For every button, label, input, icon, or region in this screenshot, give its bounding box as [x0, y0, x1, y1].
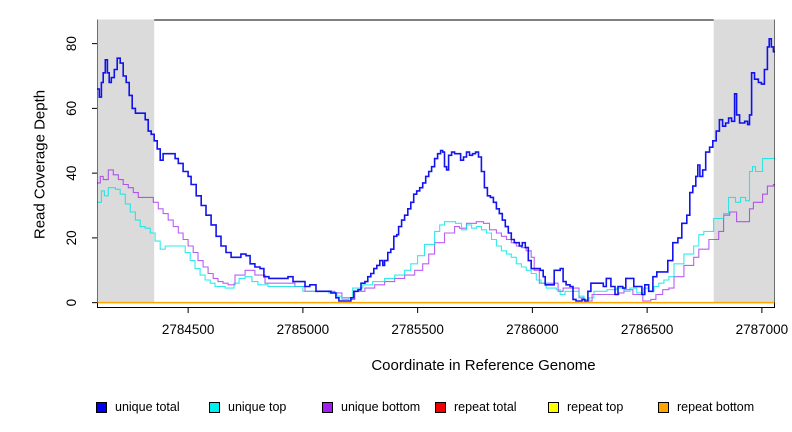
legend-label: repeat top: [567, 399, 624, 414]
y-tick-label: 20: [64, 230, 79, 245]
x-tick-label: 2784500: [162, 322, 215, 337]
legend-item-unique-bottom: unique bottom: [322, 398, 420, 416]
legend-swatch-repeat-total: [435, 401, 446, 413]
x-axis-title-row: Coordinate in Reference Genome: [0, 357, 792, 374]
x-tick-label: 2786500: [621, 322, 674, 337]
legend-item-repeat-bottom: repeat bottom: [658, 398, 754, 416]
y-axis-title: Read Coverage Depth: [31, 89, 49, 240]
series-line-unique-bottom: [97, 169, 775, 302]
plot-box: [97, 19, 775, 308]
legend-swatch-unique-top: [209, 401, 220, 413]
x-tick-label: 2785000: [277, 322, 330, 337]
legend-label: unique top: [228, 399, 287, 414]
legend-label: repeat total: [454, 399, 517, 414]
x-axis-title: Coordinate in Reference Genome: [371, 357, 596, 374]
legend-swatch-repeat-top: [548, 401, 559, 413]
legend-item-repeat-total: repeat total: [435, 398, 517, 416]
legend-item-repeat-top: repeat top: [548, 398, 623, 416]
x-tick-label: 2785500: [391, 322, 444, 337]
series-line-unique-top: [97, 158, 775, 300]
legend: unique total unique top unique bottom repea…: [0, 398, 792, 418]
highlight-region-right: [713, 19, 775, 303]
legend-swatch-unique-bottom: [322, 401, 333, 413]
legend-item-unique-total: unique total: [96, 398, 180, 416]
y-tick-label: 80: [64, 36, 79, 51]
legend-label: repeat bottom: [677, 399, 755, 414]
y-tick-label: 40: [64, 166, 79, 181]
legend-label: unique total: [115, 399, 180, 414]
x-tick-label: 2787000: [736, 322, 789, 337]
legend-swatch-unique-total: [96, 401, 107, 413]
legend-item-unique-top: unique top: [209, 398, 286, 416]
legend-label: unique bottom: [341, 399, 421, 414]
x-tick-label: 2786000: [506, 322, 559, 337]
series-line-unique-total: [97, 38, 775, 302]
y-tick-label: 0: [64, 299, 79, 307]
y-tick-label: 60: [64, 101, 79, 116]
legend-swatch-repeat-bottom: [658, 401, 669, 413]
